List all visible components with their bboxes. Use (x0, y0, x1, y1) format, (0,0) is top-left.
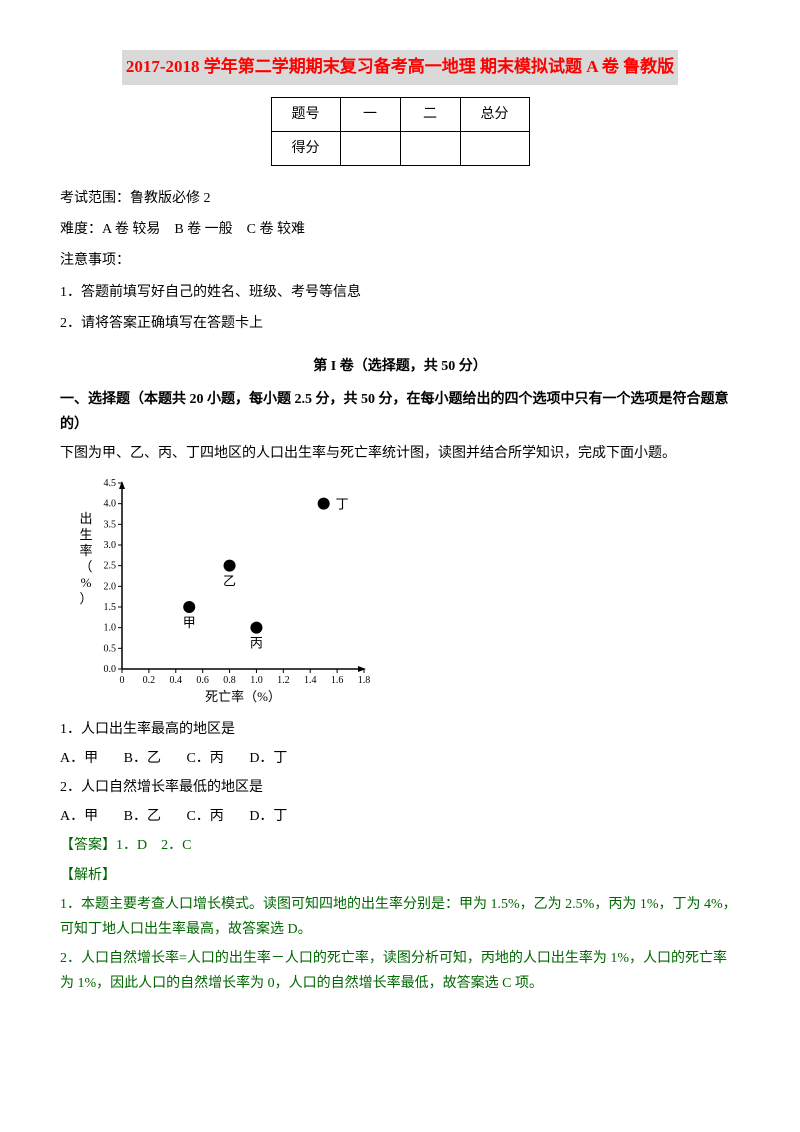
svg-text:1.6: 1.6 (331, 675, 344, 686)
section-head: 第 I 卷（选择题，共 50 分） (60, 354, 740, 379)
svg-text:1.8: 1.8 (358, 675, 371, 686)
svg-text:0.0: 0.0 (104, 664, 117, 675)
svg-text:1.0: 1.0 (250, 675, 263, 686)
svg-text:0.6: 0.6 (196, 675, 209, 686)
q2-opt-c: C．丙 (186, 809, 223, 824)
answer-line: 【答案】1．D 2．C (60, 833, 740, 858)
row-label: 得分 (271, 131, 340, 165)
section-intro: 下图为甲、乙、丙、丁四地区的人口出生率与死亡率统计图，读图并结合所学知识，完成下… (60, 441, 740, 466)
svg-text:死亡率（%）: 死亡率（%） (205, 689, 281, 704)
score-table: 题号 一 二 总分 得分 (271, 97, 530, 166)
svg-text:1.2: 1.2 (277, 675, 290, 686)
svg-text:丁: 丁 (336, 496, 349, 511)
svg-text:2.5: 2.5 (104, 560, 117, 571)
th-2: 二 (400, 97, 460, 131)
explain1: 1．本题主要考查人口增长模式。读图可知四地的出生率分别是：甲为 1.5%，乙为 … (60, 892, 740, 942)
svg-text:率: 率 (79, 543, 92, 558)
svg-text:3.0: 3.0 (104, 540, 117, 551)
svg-text:2.0: 2.0 (104, 581, 117, 592)
q1-opt-b: B．乙 (124, 751, 161, 766)
svg-text:生: 生 (79, 527, 92, 542)
svg-text:0.8: 0.8 (223, 675, 236, 686)
svg-text:甲: 甲 (183, 615, 196, 630)
meta-notes-label: 注意事项： (60, 248, 740, 273)
q2-options: A．甲 B．乙 C．丙 D．丁 (60, 804, 740, 829)
q1-options: A．甲 B．乙 C．丙 D．丁 (60, 746, 740, 771)
svg-text:3.5: 3.5 (104, 519, 117, 530)
svg-text:1.4: 1.4 (304, 675, 317, 686)
th-1: 一 (340, 97, 400, 131)
q2-opt-a: A．甲 (60, 809, 98, 824)
q2-text: 2．人口自然增长率最低的地区是 (60, 775, 740, 800)
section-sub: 一、选择题（本题共 20 小题，每小题 2.5 分，共 50 分，在每小题给出的… (60, 387, 740, 437)
svg-text:%: % (81, 575, 92, 590)
q2-opt-d: D．丁 (249, 809, 287, 824)
q1-opt-a: A．甲 (60, 751, 98, 766)
svg-text:出: 出 (79, 511, 92, 526)
th-label: 题号 (271, 97, 340, 131)
scatter-chart: 0.0 0.5 1.0 1.5 2.0 2.5 3.0 3.5 4.0 4.5 0 0.2 0.4 0.6… (74, 475, 374, 705)
title-wrap: 2017-2018 学年第二学期期末复习备考高一地理 期末模拟试题 A 卷 鲁教… (60, 50, 740, 97)
table-row: 得分 (271, 131, 529, 165)
q1-opt-c: C．丙 (186, 751, 223, 766)
meta-note2: 2．请将答案正确填写在答题卡上 (60, 311, 740, 336)
svg-text:0.4: 0.4 (170, 675, 183, 686)
svg-text:0: 0 (120, 675, 125, 686)
svg-text:1.0: 1.0 (104, 622, 117, 633)
q1-text: 1．人口出生率最高的地区是 (60, 717, 740, 742)
q1-opt-d: D．丁 (249, 751, 287, 766)
meta-difficulty: 难度：A 卷 较易 B 卷 一般 C 卷 较难 (60, 217, 740, 242)
meta-scope: 考试范围：鲁教版必修 2 (60, 186, 740, 211)
cell-empty (400, 131, 460, 165)
cell-empty (340, 131, 400, 165)
explain-label: 【解析】 (60, 863, 740, 888)
svg-text:乙: 乙 (223, 573, 236, 588)
page-title: 2017-2018 学年第二学期期末复习备考高一地理 期末模拟试题 A 卷 鲁教… (122, 50, 678, 85)
svg-text:0.5: 0.5 (104, 643, 117, 654)
table-row: 题号 一 二 总分 (271, 97, 529, 131)
svg-text:（: （ (79, 559, 92, 574)
svg-text:1.5: 1.5 (104, 602, 117, 613)
svg-text:）: ） (79, 591, 92, 606)
svg-text:4.0: 4.0 (104, 498, 117, 509)
explain2: 2．人口自然增长率=人口的出生率－人口的死亡率，读图分析可知，丙地的人口出生率为… (60, 946, 740, 996)
svg-text:0.2: 0.2 (143, 675, 156, 686)
cell-empty (460, 131, 529, 165)
svg-text:丙: 丙 (250, 635, 263, 650)
q2-opt-b: B．乙 (124, 809, 161, 824)
meta-note1: 1．答题前填写好自己的姓名、班级、考号等信息 (60, 280, 740, 305)
th-total: 总分 (460, 97, 529, 131)
svg-text:4.5: 4.5 (104, 478, 117, 489)
